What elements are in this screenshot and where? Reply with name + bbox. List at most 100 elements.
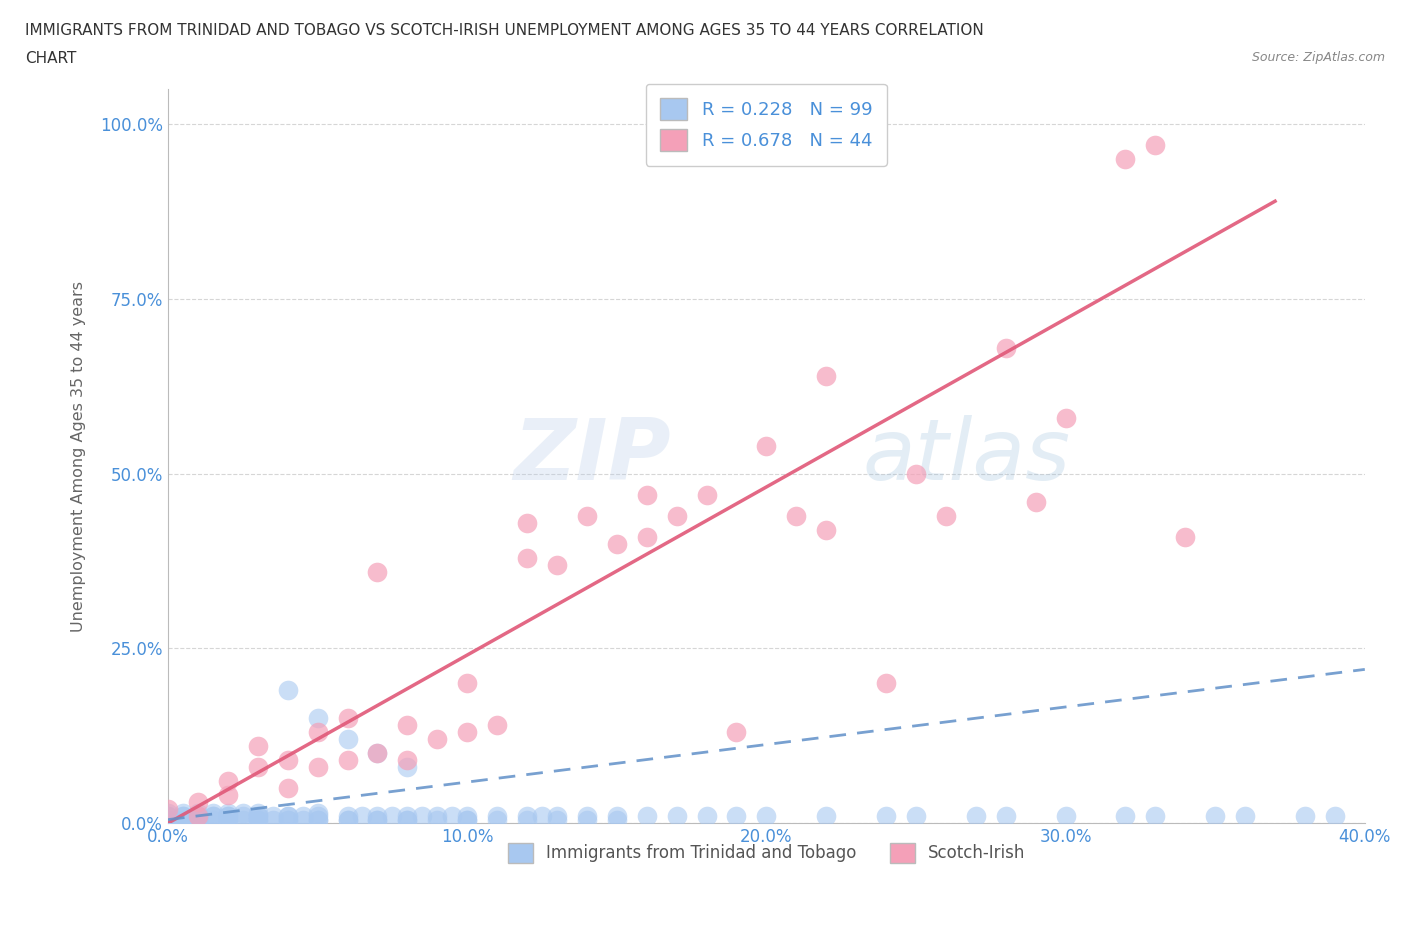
Point — [156, 816, 179, 830]
Point — [546, 557, 568, 572]
Point — [486, 718, 509, 733]
Text: IMMIGRANTS FROM TRINIDAD AND TOBAGO VS SCOTCH-IRISH UNEMPLOYMENT AMONG AGES 35 T: IMMIGRANTS FROM TRINIDAD AND TOBAGO VS S… — [25, 23, 984, 38]
Point — [307, 809, 329, 824]
Point — [456, 812, 478, 827]
Point — [336, 809, 359, 824]
Point — [426, 809, 449, 824]
Point — [246, 805, 269, 820]
Point — [172, 809, 194, 824]
Point — [725, 724, 748, 739]
Point — [965, 809, 987, 824]
Point — [277, 809, 299, 824]
Point — [232, 809, 254, 824]
Point — [187, 809, 209, 824]
Point — [172, 812, 194, 827]
Point — [307, 812, 329, 827]
Point — [291, 812, 314, 827]
Point — [262, 809, 284, 824]
Point — [665, 809, 688, 824]
Point — [307, 805, 329, 820]
Point — [246, 812, 269, 827]
Point — [785, 508, 807, 523]
Point — [156, 816, 179, 830]
Point — [156, 816, 179, 830]
Point — [336, 732, 359, 747]
Point — [755, 809, 778, 824]
Point — [396, 812, 419, 827]
Point — [366, 809, 388, 824]
Point — [994, 809, 1017, 824]
Point — [217, 816, 239, 830]
Point — [530, 809, 553, 824]
Point — [516, 515, 538, 530]
Point — [1144, 809, 1167, 824]
Point — [755, 438, 778, 453]
Point — [546, 809, 568, 824]
Point — [217, 774, 239, 789]
Point — [201, 809, 224, 824]
Point — [456, 724, 478, 739]
Point — [815, 523, 838, 538]
Point — [636, 529, 658, 544]
Point — [246, 760, 269, 775]
Point — [277, 752, 299, 767]
Point — [1323, 809, 1346, 824]
Point — [156, 809, 179, 824]
Point — [456, 809, 478, 824]
Point — [516, 812, 538, 827]
Point — [277, 683, 299, 698]
Point — [172, 809, 194, 824]
Point — [187, 809, 209, 824]
Point — [217, 809, 239, 824]
Point — [456, 812, 478, 827]
Point — [456, 676, 478, 691]
Point — [575, 508, 598, 523]
Point — [696, 809, 718, 824]
Point — [636, 487, 658, 502]
Point — [246, 738, 269, 753]
Point — [606, 812, 628, 827]
Point — [217, 805, 239, 820]
Point — [875, 676, 897, 691]
Point — [156, 805, 179, 820]
Point — [1025, 494, 1047, 509]
Legend: Immigrants from Trinidad and Tobago, Scotch-Irish: Immigrants from Trinidad and Tobago, Sco… — [501, 836, 1032, 870]
Y-axis label: Unemployment Among Ages 35 to 44 years: Unemployment Among Ages 35 to 44 years — [72, 281, 86, 631]
Point — [336, 812, 359, 827]
Point — [396, 718, 419, 733]
Point — [187, 812, 209, 827]
Point — [815, 809, 838, 824]
Point — [1054, 410, 1077, 425]
Point — [606, 537, 628, 551]
Point — [1114, 809, 1136, 824]
Point — [262, 812, 284, 827]
Point — [486, 809, 509, 824]
Point — [201, 812, 224, 827]
Point — [232, 805, 254, 820]
Point — [546, 812, 568, 827]
Point — [187, 816, 209, 830]
Point — [187, 795, 209, 810]
Point — [246, 809, 269, 824]
Point — [366, 812, 388, 827]
Point — [636, 809, 658, 824]
Point — [1234, 809, 1257, 824]
Point — [516, 551, 538, 565]
Text: ZIP: ZIP — [513, 415, 671, 498]
Text: CHART: CHART — [25, 51, 77, 66]
Point — [665, 508, 688, 523]
Point — [246, 809, 269, 824]
Point — [172, 805, 194, 820]
Point — [291, 809, 314, 824]
Point — [277, 781, 299, 796]
Point — [217, 788, 239, 803]
Point — [815, 368, 838, 383]
Point — [994, 340, 1017, 355]
Point — [246, 812, 269, 827]
Point — [725, 809, 748, 824]
Point — [396, 812, 419, 827]
Point — [396, 809, 419, 824]
Point — [201, 805, 224, 820]
Point — [217, 812, 239, 827]
Point — [352, 809, 374, 824]
